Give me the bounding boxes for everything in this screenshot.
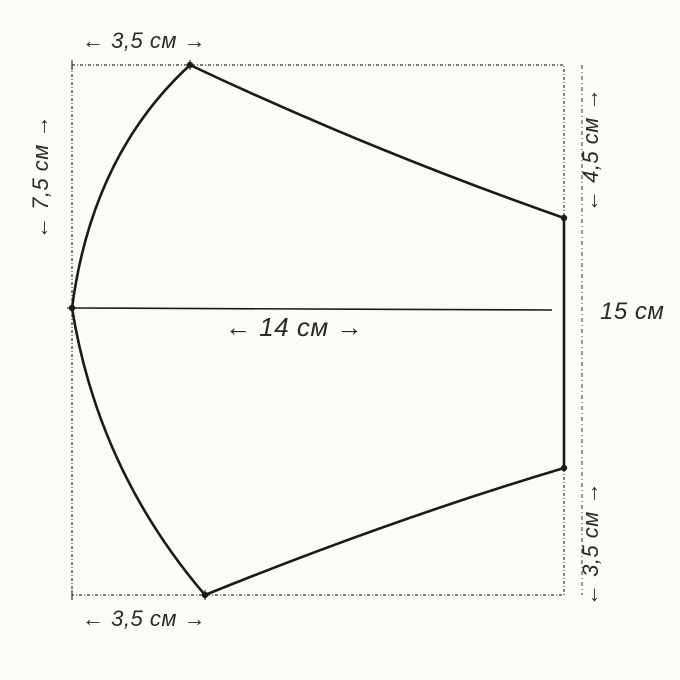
curve-bottom-right [205,468,564,595]
dim-right-3-5: 3,5 см [578,482,604,606]
dot-right-bot [561,465,567,471]
dim-left-7-5: 7,5 см [28,115,54,239]
dot-bottom-peak [202,592,208,598]
curve-top-right [190,65,564,218]
dim-width-14: 14 см [225,312,363,343]
curve-top-left [72,65,190,308]
dim-right-4-5: 4,5 см [578,88,604,212]
dim-bottom-3-5: 3,5 см [82,606,206,632]
dim-top-3-5: 3,5 см [82,28,206,54]
dot-right-top [561,215,567,221]
dot-top-peak [187,62,193,68]
mid-line [72,308,552,310]
dot-left-mid [69,305,75,311]
dim-height-15: 15 см [600,298,664,326]
curve-bottom-left [72,308,205,595]
